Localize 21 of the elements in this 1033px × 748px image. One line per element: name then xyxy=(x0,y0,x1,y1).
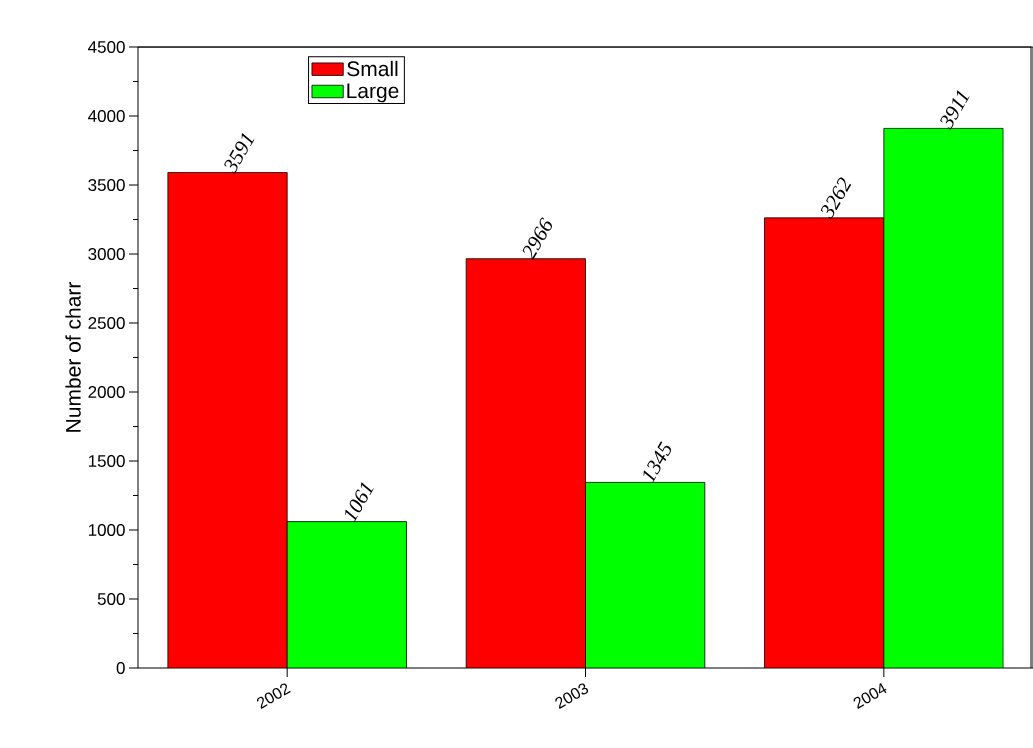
bar xyxy=(167,172,288,668)
y-tick-label: 3500 xyxy=(88,178,125,192)
bar xyxy=(466,258,586,668)
bar xyxy=(585,482,705,668)
y-tick-label: 1000 xyxy=(88,523,125,537)
y-tick-label: 3000 xyxy=(88,247,125,261)
x-tick-label: 2004 xyxy=(853,682,887,709)
bar xyxy=(286,521,407,668)
legend-label: Small xyxy=(347,60,398,77)
legend-label: Large xyxy=(347,83,399,103)
y-tick-label: 2000 xyxy=(88,385,125,399)
y-tick-label: 4000 xyxy=(88,109,125,123)
y-tick-label: 1500 xyxy=(88,454,125,468)
y-tick-label: 4500 xyxy=(88,40,125,54)
bar xyxy=(764,217,885,668)
y-axis-title: Number of charr xyxy=(65,282,81,432)
x-tick-label: 2003 xyxy=(555,683,589,709)
y-tick-label: 2500 xyxy=(88,316,125,330)
y-tick-label: 0 xyxy=(116,661,125,675)
x-tick-label: 2002 xyxy=(256,683,291,709)
y-tick-label: 500 xyxy=(97,592,125,606)
